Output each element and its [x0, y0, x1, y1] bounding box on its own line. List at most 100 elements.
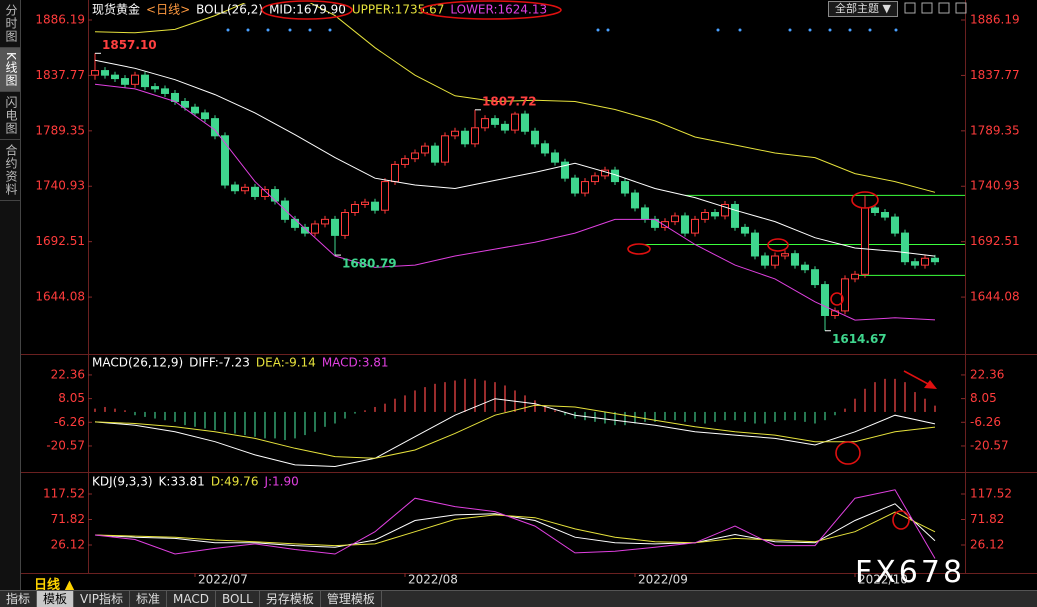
x-tick-label: 2022/08: [408, 573, 458, 587]
y-tick-label: 26.12: [51, 537, 85, 551]
candle-body: [451, 130, 459, 137]
bottom-tab[interactable]: 标准: [130, 591, 168, 607]
y-tick-label: -6.26: [970, 415, 1001, 429]
candle-body: [291, 218, 299, 228]
icon[interactable]: [904, 2, 916, 14]
candle-body: [621, 181, 629, 194]
side-tab[interactable]: 合约资料: [0, 140, 20, 201]
dot: [716, 28, 720, 32]
dot: [606, 28, 610, 32]
bottom-tab[interactable]: 指标: [0, 591, 38, 607]
candle-body: [321, 218, 329, 225]
candle-body: [191, 106, 199, 114]
circle-mark: [767, 238, 789, 252]
arrow-head: [924, 380, 937, 389]
candle-body: [861, 207, 869, 275]
candle-body: [521, 113, 529, 132]
icon[interactable]: [938, 2, 950, 14]
y-tick-label: 1740.93: [970, 179, 1020, 193]
bottom-tab[interactable]: 另存模板: [260, 591, 321, 607]
candle-body: [841, 278, 849, 312]
dot: [848, 28, 852, 32]
dot: [596, 28, 600, 32]
y-tick-label: 8.05: [970, 391, 997, 405]
dot: [894, 28, 898, 32]
candle-body: [491, 118, 499, 125]
candle-body: [341, 211, 349, 236]
y-tick-label: 1644.08: [35, 290, 85, 304]
side-tab[interactable]: 分时图: [0, 0, 20, 48]
candle-body: [131, 74, 139, 85]
annotation: 1614.67: [832, 332, 887, 346]
dot: [266, 28, 270, 32]
candle-body: [231, 184, 239, 192]
toolbar-icons: [904, 2, 967, 14]
candle-body: [391, 163, 399, 183]
y-tick-label: 1692.51: [35, 234, 85, 248]
candle-body: [571, 177, 579, 194]
candle-body: [541, 143, 549, 154]
bottom-tab[interactable]: BOLL: [216, 591, 260, 607]
candle-body: [631, 192, 639, 209]
icon[interactable]: [955, 2, 967, 14]
candle-body: [261, 189, 269, 197]
candle-body: [301, 226, 309, 234]
candle-body: [531, 130, 539, 145]
candle-body: [511, 113, 519, 131]
circle-mark: [835, 441, 861, 465]
signal-dots: [226, 28, 898, 32]
period-button[interactable]: 日线 ▲: [34, 578, 75, 593]
candle-body: [141, 74, 149, 88]
y-tick-label: 1837.77: [970, 68, 1020, 82]
legend-entry: MACD:3.81: [322, 356, 389, 370]
candle-body: [101, 70, 109, 76]
candle-body: [881, 211, 889, 218]
annotation: 1857.10: [102, 38, 157, 52]
legend-entry: LOWER:1624.13: [450, 3, 547, 17]
candle-body: [271, 189, 279, 202]
legend-entry: MID:1679.90: [269, 3, 346, 17]
candle-body: [851, 273, 859, 280]
candle-body: [781, 253, 789, 257]
circle-mark: [261, 0, 353, 20]
candle-body: [201, 112, 209, 120]
circle-mark: [627, 243, 651, 255]
bottom-tab[interactable]: 模板: [37, 591, 75, 607]
bottom-tab[interactable]: 管理模板: [321, 591, 382, 607]
theme-select[interactable]: 全部主题 ▼: [828, 1, 898, 17]
candle-body: [241, 186, 249, 192]
y-tick-label: 1644.08: [970, 290, 1020, 304]
candle-body: [591, 175, 599, 183]
side-tab[interactable]: 闪电图: [0, 92, 20, 140]
y-tick-label: 117.52: [970, 486, 1012, 500]
bottom-tab[interactable]: MACD: [167, 591, 217, 607]
candle-body: [751, 232, 759, 257]
side-tab[interactable]: K线图: [0, 48, 20, 92]
y-tick-label: 1789.35: [970, 123, 1020, 137]
candle-body: [331, 218, 339, 236]
y-tick-label: 1837.77: [35, 68, 85, 82]
legend-entry: <日线>: [146, 3, 190, 17]
circle-mark: [420, 0, 562, 20]
candle-body: [421, 145, 429, 154]
y-tick-label: 1740.93: [35, 179, 85, 193]
candle-body: [671, 215, 679, 223]
bottom-tab[interactable]: VIP指标: [74, 591, 131, 607]
dot: [868, 28, 872, 32]
candle-body: [251, 186, 259, 197]
candle-body: [311, 223, 319, 234]
y-tick-label: -20.57: [970, 438, 1009, 452]
candle-body: [561, 161, 569, 179]
legend-entry: J:1.90: [263, 475, 298, 489]
legend-entry: DIFF:-7.23: [189, 356, 250, 370]
candle-body: [691, 218, 699, 234]
candle-body: [471, 127, 479, 145]
candle-body: [921, 257, 929, 266]
circle-mark: [851, 191, 879, 209]
candle-body: [121, 78, 129, 85]
y-tick-label: 26.12: [970, 537, 1004, 551]
candle-body: [681, 215, 689, 234]
icon[interactable]: [921, 2, 933, 14]
